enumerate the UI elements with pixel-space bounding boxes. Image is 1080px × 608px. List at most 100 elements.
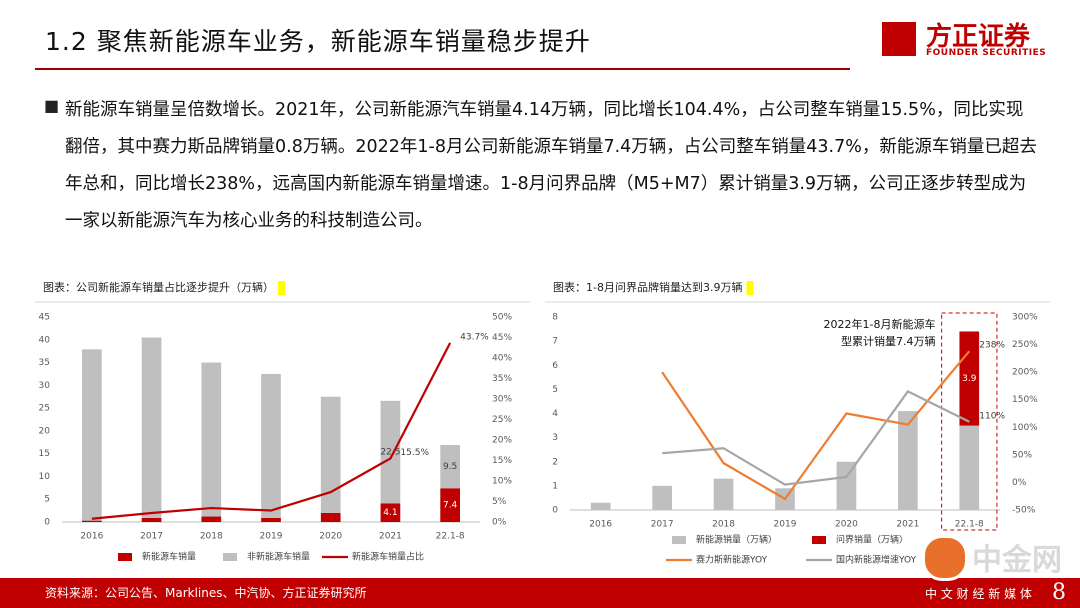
bar	[201, 362, 222, 517]
bar	[320, 396, 341, 513]
annotation: 2022年1-8月新能源车	[824, 317, 936, 331]
chart-title: 图表：公司新能源车销量占比逐步提升（万辆）	[43, 280, 274, 294]
y-tick-label: 8	[552, 313, 558, 323]
y-tick-label: 3	[552, 433, 558, 443]
x-tick-label: 2020	[835, 520, 858, 530]
footer-bar	[0, 578, 1080, 608]
bar	[141, 517, 162, 522]
logo-icon	[882, 22, 916, 56]
y-tick-label: 1	[552, 481, 558, 491]
x-tick-label: 2016	[589, 520, 612, 530]
x-tick-label: 2017	[140, 532, 163, 542]
slide-title: 1.2 聚焦新能源车业务，新能源车销量稳步提升	[45, 27, 591, 56]
legend-label: 新能源销量（万辆）	[696, 534, 777, 546]
x-tick-label: 2021	[379, 532, 402, 542]
bar	[261, 373, 281, 518]
y2-tick-label: 40%	[492, 354, 512, 364]
data-label: 7.4	[443, 501, 458, 511]
y2-tick-label: 45%	[492, 333, 512, 343]
data-label: 3.9	[962, 374, 977, 384]
legend-swatch	[812, 536, 826, 544]
legend-label: 非新能源车销量	[247, 551, 310, 563]
logo-sub: FOUNDER SECURITIES	[926, 48, 1047, 58]
y2-tick-label: 0%	[492, 518, 507, 528]
legend-swatch	[672, 536, 686, 544]
y2-tick-label: 30%	[492, 395, 512, 405]
paragraph: 新能源车销量呈倍数增长。2021年，公司新能源汽车销量4.14万辆，同比增长10…	[65, 100, 1037, 231]
x-tick-label: 2019	[260, 532, 283, 542]
y-tick-label: 5	[44, 495, 50, 505]
x-tick-label: 2021	[896, 520, 919, 530]
title-marker	[278, 281, 285, 295]
data-label: 110%	[979, 411, 1005, 421]
title-marker	[746, 281, 754, 295]
page-number: 8	[1052, 580, 1066, 605]
bar	[590, 502, 611, 510]
x-tick-label: 2020	[319, 532, 342, 542]
x-tick-label: 2016	[80, 532, 103, 542]
bar	[652, 485, 672, 510]
highlight-box	[941, 312, 998, 531]
chart-title: 图表：1-8月问界品牌销量达到3.9万辆	[553, 280, 742, 294]
line	[661, 350, 971, 501]
bar	[959, 425, 980, 510]
y-tick-label: 35	[39, 358, 50, 368]
data-label: 43.7%	[460, 332, 489, 342]
annotation: 型累计销量7.4万辆	[841, 334, 936, 348]
y2-tick-label: 10%	[492, 477, 512, 487]
legend-label: 赛力斯新能源YOY	[696, 554, 768, 566]
data-label: 4.1	[383, 508, 397, 518]
y-tick-label: 5	[552, 385, 558, 395]
y2-tick-label: 5%	[492, 497, 507, 507]
watermark-name: 中金网	[972, 543, 1062, 578]
chart: 图表：1-8月问界品牌销量达到3.9万辆 0 1 2 3 4 5 6 7 8 -50% 0% 50% 10…	[545, 280, 1050, 566]
bullet: ■	[44, 96, 60, 115]
bar	[440, 488, 460, 522]
y2-tick-label: 20%	[492, 436, 512, 446]
y2-tick-label: 250%	[1012, 340, 1038, 350]
title-rule	[35, 68, 850, 70]
bar	[380, 400, 401, 504]
bar	[261, 517, 281, 522]
bar	[201, 516, 222, 522]
y2-tick-label: 150%	[1012, 395, 1038, 405]
x-tick-label: 22.1-8	[436, 532, 465, 542]
y2-tick-label: 100%	[1012, 423, 1038, 433]
x-tick-label: 2019	[774, 520, 797, 530]
y-tick-label: 0	[44, 518, 50, 528]
y-tick-label: 10	[39, 472, 51, 482]
x-tick-label: 22.1-8	[955, 520, 984, 530]
bar	[836, 461, 857, 510]
legend-label: 新能源车销量占比	[352, 551, 424, 563]
line	[91, 342, 452, 520]
y2-tick-label: 300%	[1012, 313, 1038, 323]
y2-tick-label: 0%	[1012, 478, 1027, 488]
source-note: 资料来源：公司公告、Marklines、中汽协、方正证券研究所	[45, 586, 367, 600]
data-label: 22.5	[380, 448, 400, 458]
legend-swatch	[223, 553, 237, 561]
legend-label: 国内新能源增速YOY	[836, 554, 917, 566]
bar	[440, 445, 460, 489]
bar	[898, 411, 918, 510]
x-tick-label: 2017	[651, 520, 674, 530]
bar	[320, 512, 341, 522]
watermark-url: CNGOLD.COM.CN	[985, 571, 1056, 580]
bar	[141, 337, 162, 518]
bar	[959, 331, 980, 426]
y-tick-label: 0	[552, 506, 558, 516]
y2-tick-label: 35%	[492, 374, 512, 384]
y2-tick-label: 25%	[492, 415, 512, 425]
bar	[713, 478, 734, 510]
y-tick-label: 25	[39, 404, 50, 414]
y2-tick-label: 50%	[1012, 450, 1032, 460]
logo-name: 方正证券	[926, 22, 1031, 52]
data-label: 238%	[979, 341, 1005, 351]
legend-swatch	[118, 553, 132, 561]
data-label: 15.5%	[400, 448, 429, 458]
bar	[82, 349, 102, 521]
y-tick-label: 2	[552, 457, 558, 467]
bar	[82, 520, 102, 522]
legend-label: 问界销量（万辆）	[836, 534, 908, 546]
y-tick-label: 30	[39, 381, 51, 391]
